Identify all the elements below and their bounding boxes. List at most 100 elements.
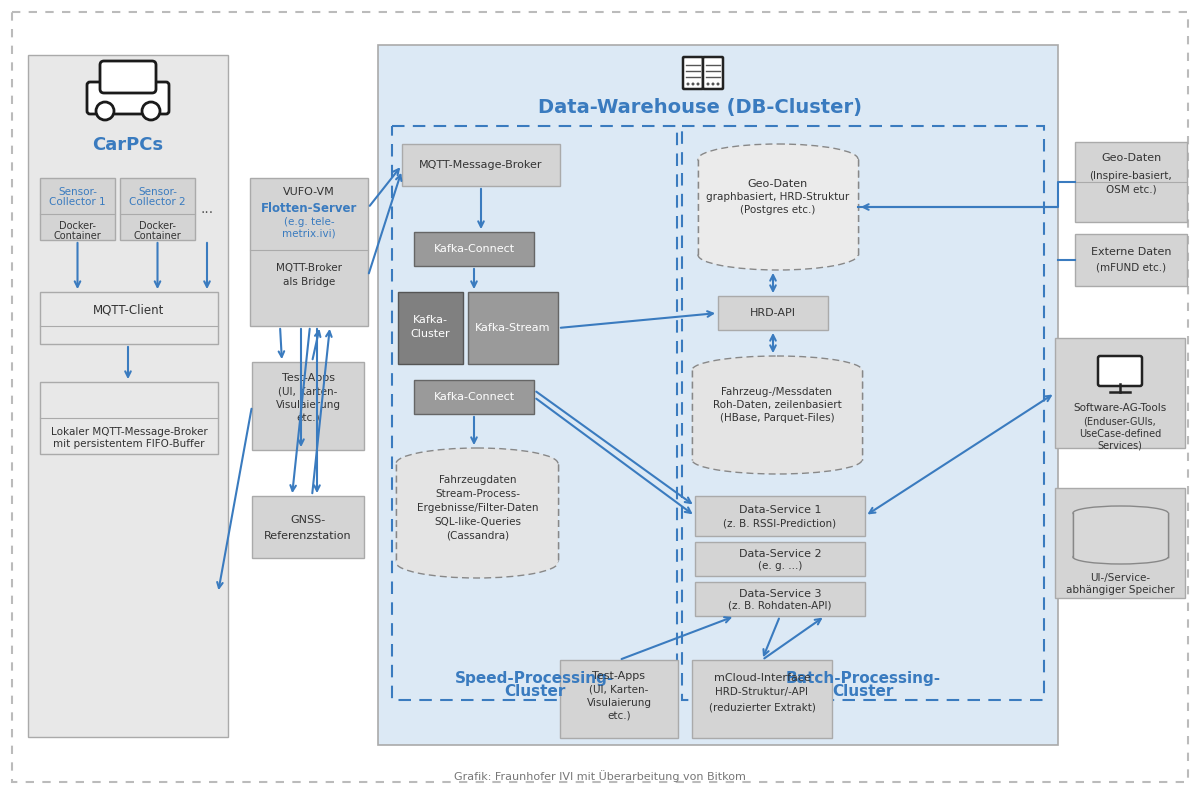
Text: Speed-Processing-: Speed-Processing-: [455, 670, 614, 685]
Text: GNSS-: GNSS-: [290, 515, 325, 525]
Bar: [392, 126, 677, 700]
Text: Visulaierung: Visulaierung: [276, 400, 341, 410]
Text: Data-Service 1: Data-Service 1: [739, 505, 821, 515]
Text: Container: Container: [133, 231, 181, 241]
Text: (UI, Karten-: (UI, Karten-: [589, 685, 649, 695]
Bar: [40, 292, 218, 344]
Bar: [1055, 488, 1186, 598]
Text: (e. g. ...): (e. g. ...): [758, 561, 802, 571]
Ellipse shape: [698, 240, 858, 270]
Text: Referenzstation: Referenzstation: [264, 531, 352, 541]
Bar: [1055, 338, 1186, 448]
Text: HRD-Struktur/-API: HRD-Struktur/-API: [715, 687, 809, 697]
Text: mit persistentem FIFO-Buffer: mit persistentem FIFO-Buffer: [53, 439, 205, 449]
Text: UseCase-defined: UseCase-defined: [1079, 429, 1162, 439]
Text: MQTT-Broker: MQTT-Broker: [276, 263, 342, 273]
Text: Collector 2: Collector 2: [130, 197, 186, 207]
FancyBboxPatch shape: [88, 82, 169, 114]
Text: als Bridge: als Bridge: [283, 277, 335, 287]
Text: (e.g. tele-: (e.g. tele-: [283, 217, 335, 227]
Text: Fahrzeugdaten: Fahrzeugdaten: [439, 475, 517, 485]
Circle shape: [142, 102, 160, 120]
Bar: [1075, 234, 1187, 286]
Text: MQTT-Client: MQTT-Client: [94, 303, 164, 317]
Text: OSM etc.): OSM etc.): [1105, 184, 1157, 194]
Text: abhängiger Speicher: abhängiger Speicher: [1066, 585, 1175, 595]
Text: Cluster: Cluster: [410, 329, 450, 339]
Text: CarPCs: CarPCs: [92, 136, 163, 154]
Text: Data-Service 2: Data-Service 2: [739, 549, 821, 559]
Bar: [682, 126, 1044, 700]
Text: VUFO-VM: VUFO-VM: [283, 187, 335, 197]
Text: Stream-Process-: Stream-Process-: [436, 489, 521, 499]
Bar: [1073, 513, 1168, 557]
Ellipse shape: [1073, 550, 1168, 564]
Text: Docker-: Docker-: [59, 221, 96, 231]
Ellipse shape: [692, 356, 862, 384]
Bar: [1073, 513, 1168, 557]
Bar: [698, 159, 858, 255]
Text: Sensor-: Sensor-: [58, 187, 97, 197]
Text: (Inspire-basiert,: (Inspire-basiert,: [1090, 171, 1172, 181]
Text: Externe Daten: Externe Daten: [1091, 247, 1171, 257]
Ellipse shape: [698, 144, 858, 174]
Text: Geo-Daten: Geo-Daten: [1100, 153, 1162, 163]
Text: Ergebnisse/Filter-Daten: Ergebnisse/Filter-Daten: [418, 503, 539, 513]
Text: (reduzierter Extrakt): (reduzierter Extrakt): [708, 703, 816, 713]
Bar: [695, 582, 865, 616]
Text: MQTT-Message-Broker: MQTT-Message-Broker: [419, 160, 542, 170]
Text: graphbasiert, HRD-Struktur: graphbasiert, HRD-Struktur: [707, 192, 850, 202]
Ellipse shape: [1073, 506, 1168, 520]
Text: Collector 1: Collector 1: [49, 197, 106, 207]
Bar: [692, 370, 862, 460]
Text: Fahrzeug-/Messdaten: Fahrzeug-/Messdaten: [721, 387, 833, 397]
Ellipse shape: [396, 448, 558, 480]
Circle shape: [691, 83, 695, 86]
Bar: [414, 380, 534, 414]
Text: Batch-Processing-: Batch-Processing-: [786, 670, 941, 685]
Bar: [402, 144, 560, 186]
Bar: [1075, 142, 1187, 222]
Text: (Cassandra): (Cassandra): [446, 531, 510, 541]
Text: ...: ...: [200, 202, 214, 216]
Bar: [398, 292, 463, 364]
Text: Kafka-: Kafka-: [413, 315, 448, 325]
Bar: [252, 496, 364, 558]
Bar: [396, 464, 558, 562]
Circle shape: [707, 83, 709, 86]
Text: Data-Service 3: Data-Service 3: [739, 589, 821, 599]
Ellipse shape: [396, 547, 558, 578]
Text: Kafka-Stream: Kafka-Stream: [475, 323, 551, 333]
Bar: [28, 55, 228, 737]
Bar: [560, 660, 678, 738]
Text: (mFUND etc.): (mFUND etc.): [1096, 263, 1166, 273]
Bar: [120, 178, 194, 240]
Text: etc.): etc.): [607, 711, 631, 721]
Circle shape: [696, 83, 700, 86]
Bar: [396, 464, 558, 562]
Text: Roh-Daten, zeilenbasiert: Roh-Daten, zeilenbasiert: [713, 400, 841, 410]
FancyBboxPatch shape: [683, 57, 703, 89]
Text: Cluster: Cluster: [833, 684, 894, 700]
Bar: [695, 542, 865, 576]
FancyBboxPatch shape: [703, 57, 722, 89]
Ellipse shape: [692, 445, 862, 474]
Bar: [250, 178, 368, 326]
Bar: [718, 296, 828, 330]
Text: Test-Apps: Test-Apps: [593, 671, 646, 681]
Text: (UI, Karten-: (UI, Karten-: [278, 387, 337, 397]
Text: (z. B. RSSI-Prediction): (z. B. RSSI-Prediction): [724, 519, 836, 529]
Bar: [695, 496, 865, 536]
Bar: [378, 45, 1058, 745]
FancyBboxPatch shape: [1098, 356, 1142, 386]
Circle shape: [96, 102, 114, 120]
Text: mCloud-Interface: mCloud-Interface: [714, 673, 810, 683]
Text: Kafka-Connect: Kafka-Connect: [433, 244, 515, 254]
FancyBboxPatch shape: [100, 61, 156, 93]
Text: (Postgres etc.): (Postgres etc.): [740, 205, 816, 215]
Text: Sensor-: Sensor-: [138, 187, 178, 197]
Text: Kafka-Connect: Kafka-Connect: [433, 392, 515, 402]
Text: Visulaierung: Visulaierung: [587, 698, 652, 708]
Bar: [692, 660, 832, 738]
Circle shape: [716, 83, 720, 86]
